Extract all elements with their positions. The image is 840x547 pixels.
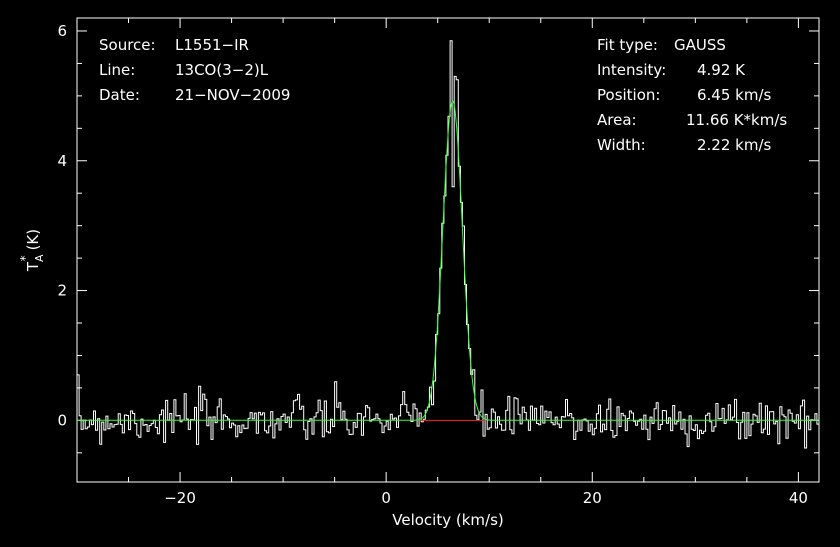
position-label: Position: (597, 86, 660, 104)
area-value: 11.66 K*km/s (686, 111, 787, 129)
header-left: Source: L1551−IR Line: 13CO(3−2)L Date: … (99, 36, 290, 104)
source-label: Source: (99, 36, 156, 54)
source-value: L1551−IR (175, 36, 249, 54)
y-tick-label: 2 (57, 282, 67, 300)
plot-frame (76, 17, 820, 483)
y-tick-label: 0 (57, 411, 67, 429)
axis-tick-labels: −20 0 20 40 0 2 4 6 (57, 22, 807, 507)
y-axis-title-sup: * (18, 255, 32, 261)
line-label: Line: (99, 61, 135, 79)
fit-type-value: GAUSS (674, 36, 726, 54)
x-axis-title: Velocity (km/s) (392, 511, 503, 529)
x-tick-label: 20 (583, 489, 602, 507)
header-right: Fit type: GAUSS Intensity: 4.92 K Positi… (597, 36, 787, 154)
y-axis-title-sub: A (33, 254, 46, 262)
gaussian-fit-line (77, 100, 819, 421)
width-label: Width: (597, 136, 646, 154)
date-value: 21−NOV−2009 (175, 86, 290, 104)
axis-ticks (76, 18, 819, 482)
width-value: 2.22 km/s (697, 136, 772, 154)
date-label: Date: (99, 86, 140, 104)
y-tick-label: 4 (57, 152, 67, 170)
y-axis-title-main: T (24, 261, 42, 272)
x-tick-label: 0 (381, 489, 391, 507)
fit-type-label: Fit type: (597, 36, 658, 54)
intensity-value: 4.92 K (697, 61, 746, 79)
y-axis-title: TA* (K) (18, 229, 46, 272)
spectrum-line (77, 40, 820, 449)
position-value: 6.45 km/s (697, 86, 772, 104)
y-axis-title-unit: (K) (24, 229, 42, 251)
x-tick-label: −20 (164, 489, 196, 507)
y-tick-label: 6 (57, 22, 67, 40)
x-tick-label: 40 (789, 489, 808, 507)
area-label: Area: (597, 111, 637, 129)
intensity-label: Intensity: (597, 61, 666, 79)
line-value: 13CO(3−2)L (175, 61, 269, 79)
